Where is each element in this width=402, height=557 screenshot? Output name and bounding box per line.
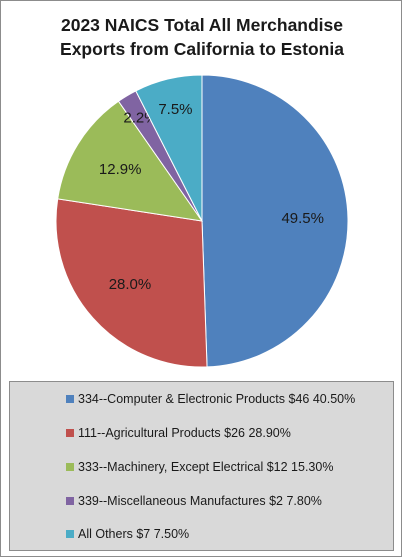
slice-agricultural	[55, 198, 208, 368]
slice-data-label: 28.0%	[109, 276, 152, 293]
legend-swatch	[66, 395, 74, 403]
legend-item-miscellaneous: 339--Miscellaneous Manufactures $2 7.80%	[66, 494, 322, 508]
legend-item-all-others: All Others $7 7.50%	[66, 527, 189, 541]
legend-label: 111--Agricultural Products $26 28.90%	[78, 426, 291, 440]
legend-swatch	[66, 429, 74, 437]
chart-title-line-2: Exports from California to Estonia	[60, 39, 344, 59]
slice-machinery	[57, 100, 204, 222]
legend-swatch	[66, 463, 74, 471]
chart-title: 2023 NAICS Total All Merchandise Exports…	[1, 13, 402, 61]
chart-title-line-1: 2023 NAICS Total All Merchandise	[60, 15, 344, 35]
legend-label: 333--Machinery, Except Electrical $12 15…	[78, 460, 334, 474]
legend-item-computer: 334--Computer & Electronic Products $46 …	[66, 392, 355, 406]
pie-chart: 49.5%28.0%12.9%2.2% 7.5%	[55, 74, 349, 368]
legend-item-machinery: 333--Machinery, Except Electrical $12 15…	[66, 460, 333, 474]
slice-data-label: 49.5%	[281, 210, 324, 227]
chart-legend: 334--Computer & Electronic Products $46 …	[9, 381, 394, 551]
legend-label: All Others $7 7.50%	[78, 527, 190, 541]
slice-all-others	[135, 74, 203, 222]
slice-computer	[201, 74, 349, 368]
slice-data-label: 7.5%	[158, 101, 192, 118]
legend-swatch	[66, 530, 74, 538]
legend-swatch	[66, 497, 74, 505]
legend-label: 339--Miscellaneous Manufactures $2 7.80%	[78, 494, 322, 508]
legend-item-agricultural: 111--Agricultural Products $26 28.90%	[66, 426, 291, 440]
slice-data-label: 12.9%	[99, 161, 142, 178]
legend-label: 334--Computer & Electronic Products $46 …	[78, 392, 356, 406]
